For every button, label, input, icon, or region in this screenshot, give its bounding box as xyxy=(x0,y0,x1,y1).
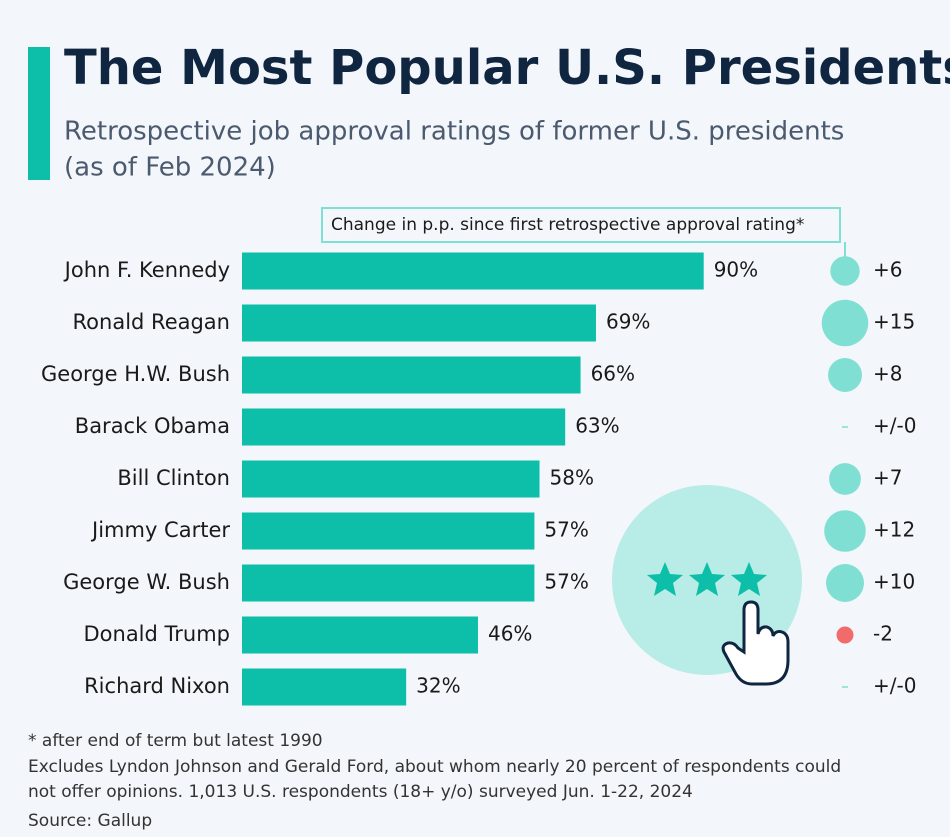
note: * after end of term but latest 1990 xyxy=(28,731,323,751)
change-bubble xyxy=(828,358,862,392)
value-label: 58% xyxy=(550,466,594,490)
category-label: Donald Trump xyxy=(83,622,230,646)
value-label: 57% xyxy=(544,518,588,542)
value-label: 90% xyxy=(714,258,758,282)
note: Excludes Lyndon Johnson and Gerald Ford,… xyxy=(28,757,841,777)
value-label: 69% xyxy=(606,310,650,334)
category-label: Ronald Reagan xyxy=(73,310,230,334)
change-label: +8 xyxy=(873,362,902,386)
change-label: +7 xyxy=(873,466,902,490)
note: not offer opinions. 1,013 U.S. responden… xyxy=(28,782,693,802)
chart-subtitle: (as of Feb 2024) xyxy=(64,153,276,183)
bar xyxy=(242,512,535,550)
value-label: 32% xyxy=(416,674,460,698)
change-bubble xyxy=(826,564,864,602)
category-label: George H.W. Bush xyxy=(41,362,230,386)
chart-title: The Most Popular U.S. Presidents xyxy=(64,40,950,96)
bar xyxy=(242,616,478,654)
change-label: -2 xyxy=(873,622,893,646)
change-header-box xyxy=(321,207,841,243)
category-label: John F. Kennedy xyxy=(63,258,230,282)
change-header: Change in p.p. since first retrospective… xyxy=(331,215,804,235)
change-label: +/-0 xyxy=(873,674,916,698)
change-label: +/-0 xyxy=(873,414,916,438)
category-label: Richard Nixon xyxy=(84,674,230,698)
category-label: Bill Clinton xyxy=(117,466,230,490)
bar xyxy=(242,408,566,446)
value-label: 66% xyxy=(591,362,635,386)
change-label: +12 xyxy=(873,518,915,542)
bar xyxy=(242,564,535,602)
notes: * after end of term but latest 1990 Excl… xyxy=(28,731,841,831)
decoration xyxy=(612,485,802,686)
change-label: +10 xyxy=(873,570,915,594)
chart-subtitle: Retrospective job approval ratings of fo… xyxy=(64,117,844,147)
category-label: Jimmy Carter xyxy=(90,518,230,542)
bar xyxy=(242,304,596,342)
change-bubble xyxy=(829,463,861,495)
decor-stars xyxy=(647,562,767,596)
change-label: +6 xyxy=(873,258,902,282)
value-label: 46% xyxy=(488,622,532,646)
bar xyxy=(242,252,704,290)
change-label: +15 xyxy=(873,310,915,334)
category-label: George W. Bush xyxy=(63,570,230,594)
bar xyxy=(242,460,540,498)
decor-hand xyxy=(721,600,790,686)
category-label: Barack Obama xyxy=(75,414,230,438)
value-label: 57% xyxy=(544,570,588,594)
accent-bar xyxy=(28,47,50,180)
change-bubble xyxy=(830,256,860,286)
change-bubble xyxy=(836,626,854,644)
bar xyxy=(242,356,581,394)
value-label: 63% xyxy=(575,414,619,438)
bar xyxy=(242,668,407,706)
change-bubble xyxy=(824,510,866,552)
source: Source: Gallup xyxy=(28,811,152,831)
change-bubble xyxy=(821,299,869,347)
